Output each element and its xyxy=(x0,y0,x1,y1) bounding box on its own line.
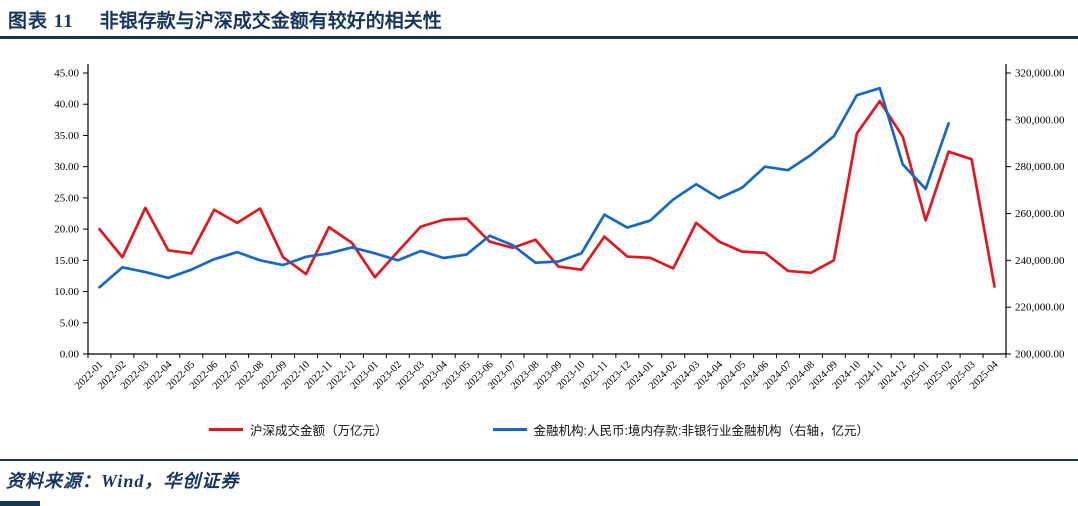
svg-text:25.00: 25.00 xyxy=(54,192,79,204)
line-chart: 0.00 5.00 10.00 15.00 20.00 25.00 30.00 35.00 40… xyxy=(54,64,1065,392)
svg-text:200,000.00: 200,000.00 xyxy=(1015,349,1065,361)
svg-text:320,000.00: 320,000.00 xyxy=(1015,68,1065,80)
legend-label-deposits: 金融机构:人民币:境内存款:非银行业金融机构（右轴，亿元） xyxy=(533,424,869,438)
source-divider xyxy=(0,459,1078,461)
legend-label-turnover: 沪深成交金额（万亿元） xyxy=(250,424,388,438)
red-line-swatch xyxy=(209,428,244,431)
svg-text:30.00: 30.00 xyxy=(54,161,79,173)
page-footer-bar xyxy=(0,501,40,506)
chart-area: 0.00 5.00 10.00 15.00 20.00 25.00 30.00 35.00 40… xyxy=(8,58,1070,413)
chart-legend: 沪深成交金额（万亿元） 金融机构:人民币:境内存款:非银行业金融机构（右轴，亿元… xyxy=(0,420,1078,439)
legend-item-deposits: 金融机构:人民币:境内存款:非银行业金融机构（右轴，亿元） xyxy=(492,420,869,439)
svg-text:220,000.00: 220,000.00 xyxy=(1015,302,1065,314)
svg-text:45.00: 45.00 xyxy=(54,68,79,80)
svg-text:15.00: 15.00 xyxy=(54,255,79,267)
legend-item-turnover: 沪深成交金额（万亿元） xyxy=(209,420,388,439)
svg-text:280,000.00: 280,000.00 xyxy=(1015,161,1065,173)
figure-label: 图表 11 xyxy=(8,11,74,32)
svg-text:300,000.00: 300,000.00 xyxy=(1015,114,1065,126)
source-text: 资料来源：Wind，华创证券 xyxy=(6,471,240,491)
svg-text:35.00: 35.00 xyxy=(54,130,79,142)
svg-text:0.00: 0.00 xyxy=(60,349,80,361)
svg-text:20.00: 20.00 xyxy=(54,224,79,236)
svg-text:5.00: 5.00 xyxy=(60,317,80,329)
svg-text:10.00: 10.00 xyxy=(54,286,79,298)
figure-title-text: 非银存款与沪深成交金额有较好的相关性 xyxy=(99,11,442,32)
svg-text:240,000.00: 240,000.00 xyxy=(1015,255,1065,267)
blue-line-swatch xyxy=(492,428,527,431)
title-underline xyxy=(0,36,1078,39)
svg-text:260,000.00: 260,000.00 xyxy=(1015,208,1065,220)
svg-text:40.00: 40.00 xyxy=(54,99,79,111)
figure-title: 图表 11 非银存款与沪深成交金额有较好的相关性 xyxy=(8,6,1070,33)
